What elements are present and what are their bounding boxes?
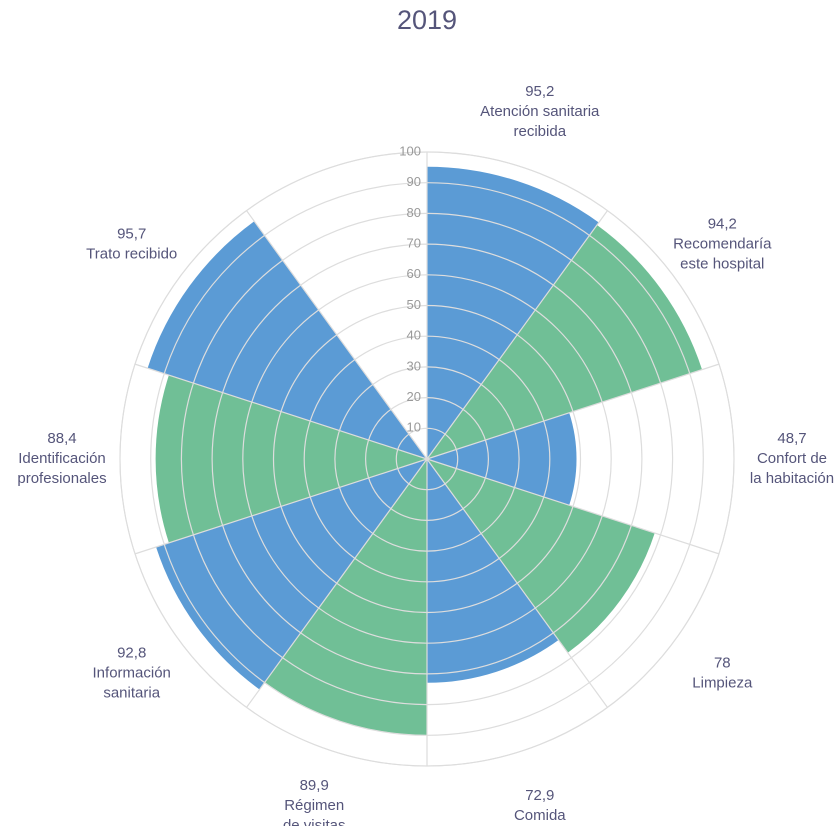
r-tick-label: 30 xyxy=(407,358,421,373)
spoke xyxy=(426,458,608,708)
category-label: recibida xyxy=(514,123,567,140)
category-label: Régimen xyxy=(284,797,344,814)
r-tick-label: 80 xyxy=(407,205,421,220)
r-tick-label: 40 xyxy=(407,328,421,343)
category-label: Confort de xyxy=(757,450,827,467)
value-label: 78 xyxy=(714,655,731,672)
spoke xyxy=(426,458,720,555)
sector xyxy=(156,459,428,690)
r-tick-label: 70 xyxy=(407,236,421,251)
category-label: Recomendaría xyxy=(673,235,772,252)
sector xyxy=(427,225,703,459)
category-label: Limpieza xyxy=(692,675,753,692)
category-label: Atención sanitaria xyxy=(480,103,600,120)
value-label: 95,2 xyxy=(525,83,554,100)
sector xyxy=(427,412,577,506)
category-label: sanitaria xyxy=(103,685,160,702)
value-label: 88,4 xyxy=(47,430,76,447)
value-label: 92,8 xyxy=(117,645,146,662)
sector xyxy=(155,375,427,543)
value-label: 72,9 xyxy=(525,787,554,804)
sector xyxy=(264,459,427,735)
sector xyxy=(427,166,599,459)
category-label: la habitación xyxy=(750,470,834,487)
category-label: Información xyxy=(93,665,171,682)
category-label: profesionales xyxy=(17,470,106,487)
spoke xyxy=(426,363,720,460)
r-tick-label: 50 xyxy=(407,297,421,312)
value-label: 95,7 xyxy=(117,225,146,242)
value-label: 48,7 xyxy=(777,430,806,447)
r-tick-label: 90 xyxy=(407,174,421,189)
category-label: Identificación xyxy=(18,450,106,467)
spoke xyxy=(134,363,428,460)
sector xyxy=(427,459,655,653)
chart-title: 2019 xyxy=(397,5,457,35)
category-label: Trato recibido xyxy=(86,245,177,262)
spoke xyxy=(246,210,428,460)
r-tick-label: 100 xyxy=(399,143,421,158)
r-tick-label: 60 xyxy=(407,266,421,281)
r-tick-label: 20 xyxy=(407,389,421,404)
spoke xyxy=(426,210,608,460)
spoke xyxy=(134,458,428,555)
value-label: 94,2 xyxy=(708,215,737,232)
category-label: este hospital xyxy=(680,255,764,272)
value-label: 89,9 xyxy=(300,777,329,794)
spoke xyxy=(246,458,428,708)
category-label: de visitas xyxy=(283,817,346,826)
category-label: Comida xyxy=(514,807,566,824)
r-tick-label: 10 xyxy=(407,420,421,435)
sector xyxy=(427,459,559,683)
